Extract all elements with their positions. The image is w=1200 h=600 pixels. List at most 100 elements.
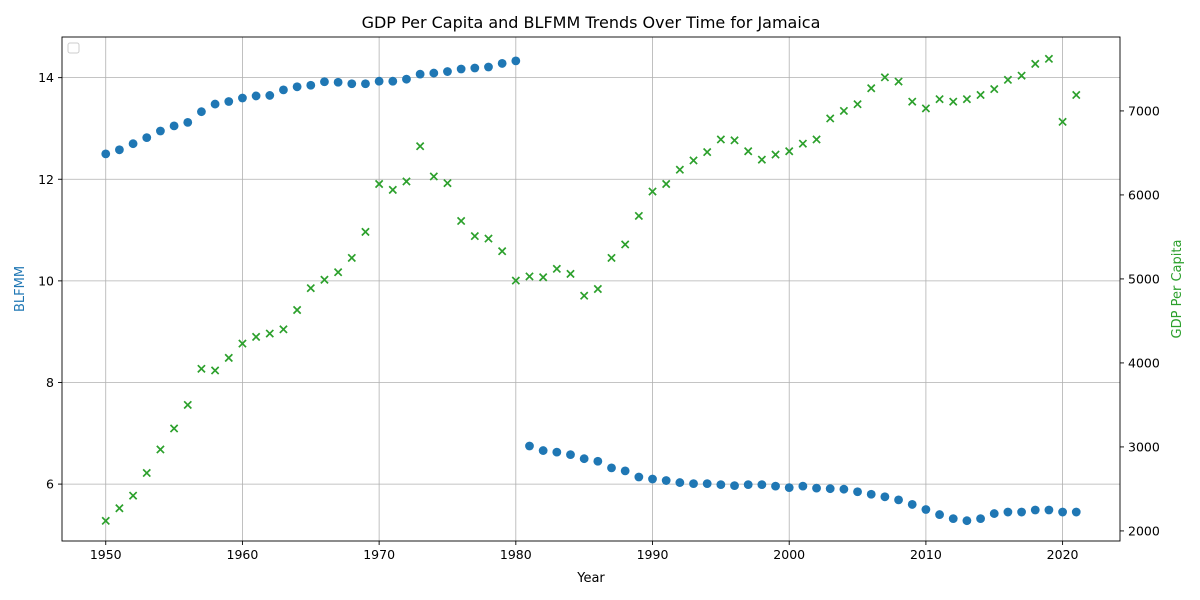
blfmm-point	[347, 79, 357, 89]
blfmm-point	[1030, 505, 1040, 515]
gdp-point	[1031, 59, 1040, 69]
gdp-point	[826, 114, 835, 123]
gdp-point	[908, 97, 917, 106]
gdp-point	[702, 147, 712, 157]
blfmm-point	[484, 62, 493, 72]
blfmm-point	[921, 505, 931, 514]
blfmm-point	[429, 68, 439, 78]
gdp-point	[880, 73, 890, 82]
blfmm-point	[251, 91, 261, 101]
blfmm-point	[948, 514, 958, 524]
gdp-point	[265, 329, 274, 338]
blfmm-point	[1058, 507, 1067, 517]
gdp-point	[484, 234, 493, 243]
y-right-tick-label: 3000	[1128, 439, 1160, 454]
y-right-tick-label: 7000	[1128, 103, 1160, 118]
gdp-point	[224, 353, 233, 363]
x-tick-label: 2020	[1047, 547, 1079, 562]
gdp-point	[935, 94, 944, 104]
gdp-point	[921, 104, 931, 113]
blfmm-point	[771, 481, 780, 491]
blfmm-series	[101, 56, 1081, 526]
y-left-tick-label: 12	[38, 172, 54, 187]
gdp-point	[620, 240, 630, 249]
blfmm-point	[333, 77, 343, 87]
x-axis-label: Year	[576, 571, 605, 586]
gdp-point	[456, 216, 466, 226]
gdp-point	[183, 400, 192, 410]
blfmm-point	[661, 476, 671, 485]
gdp-point	[839, 106, 849, 116]
y-left-tick-label: 8	[46, 375, 54, 390]
y-right-axis-ticks: 2000 3000 4000 5000 6000 7000	[1120, 103, 1160, 538]
gdp-point	[675, 165, 685, 174]
gdp-point	[279, 325, 288, 334]
blfmm-point	[361, 79, 370, 89]
gdp-point	[292, 305, 302, 315]
blfmm-point	[238, 93, 247, 103]
blfmm-point	[128, 139, 138, 149]
blfmm-point	[593, 456, 603, 466]
blfmm-point	[511, 56, 521, 66]
x-tick-label: 2010	[910, 547, 942, 562]
blfmm-point	[675, 478, 685, 487]
blfmm-point	[989, 509, 999, 518]
x-tick-label: 2000	[773, 547, 805, 562]
blfmm-point	[866, 489, 876, 499]
gdp-point	[197, 364, 206, 374]
blfmm-point	[784, 483, 794, 493]
blfmm-point	[456, 64, 466, 74]
gdp-point	[962, 94, 972, 104]
blfmm-point	[566, 450, 575, 460]
blfmm-point	[839, 484, 849, 494]
y-right-tick-label: 5000	[1128, 271, 1160, 286]
blfmm-point	[374, 76, 384, 86]
gdp-point	[306, 283, 315, 293]
gdp-point	[128, 491, 138, 500]
gdp-point	[853, 99, 862, 109]
gdp-point	[593, 284, 603, 294]
blfmm-point	[825, 484, 835, 494]
gdp-point	[730, 136, 739, 145]
grid-lines	[62, 37, 1120, 541]
gdp-point	[785, 147, 794, 156]
gdp-point	[511, 276, 521, 285]
blfmm-point	[183, 117, 193, 127]
y-left-tick-label: 10	[38, 273, 54, 288]
blfmm-point	[798, 481, 808, 491]
gdp-point	[415, 141, 425, 151]
gdp-point	[402, 177, 411, 186]
gdp-point	[949, 97, 958, 106]
blfmm-point	[689, 479, 698, 488]
gdp-point	[798, 139, 808, 148]
blfmm-point	[935, 510, 944, 519]
gdp-point	[238, 339, 247, 348]
gdp-point	[812, 135, 821, 144]
blfmm-point	[648, 474, 657, 484]
gdp-point	[607, 253, 616, 263]
plot-frame	[61, 36, 1121, 542]
gdp-point	[716, 135, 726, 144]
blfmm-point	[415, 69, 425, 79]
gdp-point	[347, 253, 356, 263]
gdp-point	[101, 516, 110, 526]
gdp-point	[470, 231, 480, 241]
blfmm-point	[142, 133, 152, 142]
blfmm-point	[976, 514, 985, 524]
blfmm-point	[210, 99, 220, 109]
gdp-point	[1058, 117, 1067, 127]
gdp-point	[320, 275, 329, 284]
gdp-point	[374, 179, 384, 189]
blfmm-point	[292, 82, 302, 92]
gdp-point	[115, 504, 124, 513]
y-right-axis-label: GDP Per Capita	[1170, 240, 1185, 339]
gdp-series	[101, 54, 1081, 526]
blfmm-point	[812, 483, 821, 493]
blfmm-point	[538, 446, 548, 455]
x-tick-label: 1950	[90, 547, 122, 562]
blfmm-point	[388, 76, 398, 86]
gdp-point	[525, 272, 534, 281]
gdp-point	[210, 366, 220, 375]
gdp-point	[443, 178, 452, 188]
